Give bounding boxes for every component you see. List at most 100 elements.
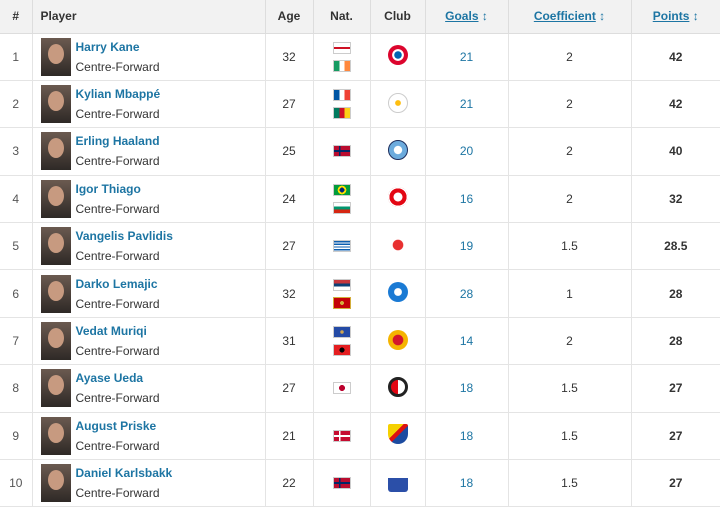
age-cell: 25: [265, 127, 314, 176]
player-cell: Erling Haaland Centre-Forward: [32, 127, 266, 176]
player-cell: Darko Lemajic Centre-Forward: [32, 269, 266, 318]
player-photo[interactable]: [40, 227, 71, 266]
coefficient-cell: 1.5: [508, 412, 632, 461]
player-position: Centre-Forward: [75, 344, 160, 359]
rank-cell: 2: [0, 80, 33, 129]
player-cell: Kylian Mbappé Centre-Forward: [32, 80, 266, 129]
player-name-link[interactable]: Harry Kane: [75, 39, 140, 54]
coefficient-cell: 1.5: [508, 364, 632, 413]
player-position: Centre-Forward: [75, 59, 160, 74]
player-photo[interactable]: [40, 322, 71, 361]
goals-cell[interactable]: 14: [425, 317, 509, 366]
player-name-link[interactable]: Igor Thiago: [75, 181, 141, 196]
club-djurgarden-icon[interactable]: [387, 424, 408, 445]
flag-brazil-icon[interactable]: [332, 183, 351, 196]
flag-greece-icon[interactable]: [332, 240, 351, 253]
col-club: Club: [370, 0, 426, 34]
club-brentford-icon[interactable]: [387, 187, 408, 208]
player-cell: Igor Thiago Centre-Forward: [32, 175, 266, 224]
goals-cell[interactable]: 18: [425, 364, 509, 413]
flag-norway-icon[interactable]: [332, 145, 351, 158]
player-name-link[interactable]: Erling Haaland: [75, 134, 160, 149]
club-blue-club-icon[interactable]: [387, 282, 408, 303]
player-name-link[interactable]: Kylian Mbappé: [75, 87, 161, 102]
goals-cell[interactable]: 18: [425, 459, 509, 507]
player-position: Centre-Forward: [75, 154, 160, 169]
col-player: Player: [32, 0, 266, 34]
rank-cell: 10: [0, 459, 33, 507]
table-row: 8 Ayase Ueda Centre-Forward 27 18 1.5 27: [0, 364, 720, 413]
goals-cell[interactable]: 18: [425, 412, 509, 461]
club-cell: [370, 459, 426, 507]
club-feyenoord-icon[interactable]: [387, 376, 408, 397]
flag-bulgaria-icon[interactable]: [332, 201, 351, 214]
player-name-link[interactable]: Daniel Karlsbakk: [75, 466, 173, 481]
player-photo[interactable]: [40, 464, 71, 503]
player-name-link[interactable]: Ayase Ueda: [75, 371, 144, 386]
club-cell: [370, 80, 426, 129]
nationality-cell: [313, 33, 371, 81]
club-real-madrid-icon[interactable]: [387, 92, 408, 113]
col-age: Age: [265, 0, 314, 34]
goals-cell[interactable]: 19: [425, 222, 509, 271]
coefficient-cell: 2: [508, 317, 632, 366]
flag-kosovo-icon[interactable]: [332, 326, 351, 339]
goals-cell[interactable]: 21: [425, 80, 509, 129]
club-mallorca-icon[interactable]: [387, 329, 408, 350]
sort-icon: ↕: [599, 9, 606, 24]
coefficient-cell: 1: [508, 269, 632, 318]
col-points[interactable]: Points ↕: [631, 0, 720, 34]
sort-points-link[interactable]: Points: [652, 9, 690, 24]
flag-norway-icon[interactable]: [332, 477, 351, 490]
player-photo[interactable]: [40, 274, 71, 313]
age-cell: 27: [265, 80, 314, 129]
goals-cell[interactable]: 28: [425, 269, 509, 318]
nationality-cell: [313, 364, 371, 413]
nationality-cell: [313, 175, 371, 224]
club-cell: [370, 127, 426, 176]
club-benfica-icon[interactable]: [387, 234, 408, 255]
flag-denmark-icon[interactable]: [332, 429, 351, 442]
points-cell: 42: [631, 80, 720, 129]
rank-cell: 8: [0, 364, 33, 413]
nationality-cell: [313, 80, 371, 129]
club-cell: [370, 364, 426, 413]
col-goals[interactable]: Goals ↕: [425, 0, 509, 34]
club-white-blue-club-icon[interactable]: [387, 471, 408, 492]
goals-cell[interactable]: 20: [425, 127, 509, 176]
player-photo[interactable]: [40, 369, 71, 408]
sort-coefficient-link[interactable]: Coefficient: [533, 9, 596, 24]
club-bayern-munich-icon[interactable]: [387, 45, 408, 66]
player-position: Centre-Forward: [75, 391, 160, 406]
player-photo[interactable]: [40, 416, 71, 455]
age-cell: 24: [265, 175, 314, 224]
points-cell: 27: [631, 459, 720, 507]
flag-montenegro-icon[interactable]: [332, 296, 351, 309]
player-photo[interactable]: [40, 37, 71, 76]
coefficient-cell: 2: [508, 127, 632, 176]
points-cell: 27: [631, 364, 720, 413]
goals-cell[interactable]: 21: [425, 33, 509, 81]
player-name-link[interactable]: August Priske: [75, 418, 157, 433]
flag-france-icon[interactable]: [332, 89, 351, 102]
goals-cell[interactable]: 16: [425, 175, 509, 224]
flag-albania-icon[interactable]: [332, 344, 351, 357]
player-name-link[interactable]: Vedat Muriqi: [75, 324, 147, 339]
col-coefficient[interactable]: Coefficient ↕: [508, 0, 632, 34]
player-photo[interactable]: [40, 85, 71, 124]
flag-serbia-icon[interactable]: [332, 278, 351, 291]
flag-cameroon-icon[interactable]: [332, 107, 351, 120]
flag-england-icon[interactable]: [332, 41, 351, 54]
club-cell: [370, 222, 426, 271]
player-photo[interactable]: [40, 132, 71, 171]
player-name-link[interactable]: Darko Lemajic: [75, 276, 158, 291]
player-name-link[interactable]: Vangelis Pavlidis: [75, 229, 173, 244]
club-cell: [370, 269, 426, 318]
sort-goals-link[interactable]: Goals: [445, 9, 479, 24]
flag-japan-icon[interactable]: [332, 382, 351, 395]
age-cell: 27: [265, 222, 314, 271]
flag-ireland-icon[interactable]: [332, 59, 351, 72]
club-manchester-city-icon[interactable]: [387, 139, 408, 160]
club-cell: [370, 412, 426, 461]
player-photo[interactable]: [40, 179, 71, 218]
